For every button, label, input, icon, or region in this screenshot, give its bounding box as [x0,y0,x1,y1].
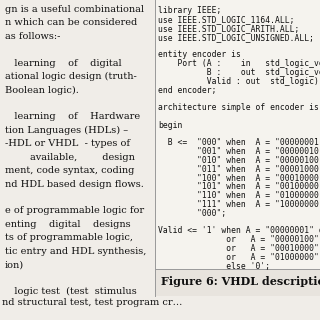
Text: Figure 6: VHDL description of: Figure 6: VHDL description of [161,276,320,287]
Text: "100" when  A = "00010000" e: "100" when A = "00010000" e [158,173,320,183]
Bar [155,0,320,269]
Text: ment, code syntax, coding: ment, code syntax, coding [5,166,134,175]
Text: B :    out  std_logic_vecto: B : out std_logic_vecto [158,68,320,77]
Text: ion): ion) [5,260,24,269]
Text: use IEEE.STD_LOGIC_1164.ALL;: use IEEE.STD_LOGIC_1164.ALL; [158,15,295,24]
Text: architecture simple of encoder is: architecture simple of encoder is [158,103,319,112]
Text: tic entry and HDL synthesis,: tic entry and HDL synthesis, [5,247,146,256]
Text: Valid : out  std_logic);: Valid : out std_logic); [158,77,320,86]
Text: logic test  (test  stimulus: logic test (test stimulus [5,287,137,296]
Text: enting    digital    designs: enting digital designs [5,220,131,229]
Text: else '0';: else '0'; [158,262,270,271]
Text: gn is a useful combinational: gn is a useful combinational [5,5,144,14]
Text: n which can be considered: n which can be considered [5,18,137,27]
Text: "111" when  A = "10000000" e: "111" when A = "10000000" e [158,200,320,209]
Text: use IEEE.STD_LOGIC_ARITH.ALL;: use IEEE.STD_LOGIC_ARITH.ALL; [158,24,300,33]
Text: "010" when  A = "00000100" e: "010" when A = "00000100" e [158,156,320,165]
Text: or   A = "01000000" or A: or A = "01000000" or A [158,253,320,262]
Text: tion Languages (HDLs) –: tion Languages (HDLs) – [5,126,128,135]
Text: "011" when  A = "00001000" e: "011" when A = "00001000" e [158,165,320,174]
Text: "000";: "000"; [158,209,226,218]
Text: e of programmable logic for: e of programmable logic for [5,206,144,215]
Text: -HDL or VHDL  - types of: -HDL or VHDL - types of [5,139,130,148]
Text: Boolean logic).: Boolean logic). [5,85,79,95]
Text: library IEEE;: library IEEE; [158,6,221,15]
Text: available,        design: available, design [5,153,135,162]
Text: "001" when  A = "00000010" e: "001" when A = "00000010" e [158,147,320,156]
Text: as follows:-: as follows:- [5,32,60,41]
Text: nd HDL based design flows.: nd HDL based design flows. [5,180,144,188]
Text: learning    of    Hardware: learning of Hardware [5,112,140,121]
Text: begin: begin [158,121,182,130]
Text: Port (A :    in   std_logic_vecto: Port (A : in std_logic_vecto [158,59,320,68]
Text: learning    of    digital: learning of digital [5,59,121,68]
Bar [155,269,320,296]
Text: use IEEE.STD_LOGIC_UNSIGNED.ALL;: use IEEE.STD_LOGIC_UNSIGNED.ALL; [158,33,314,42]
Text: entity encoder is: entity encoder is [158,50,241,60]
Text: "110" when  A = "01000000" e: "110" when A = "01000000" e [158,191,320,200]
Text: or   A = "00010000" or A: or A = "00010000" or A [158,244,320,253]
Text: or   A = "00000100" or A: or A = "00000100" or A [158,235,320,244]
Text: end encoder;: end encoder; [158,86,217,95]
Text: "101" when  A = "00100000" e: "101" when A = "00100000" e [158,182,320,191]
Text: ational logic design (truth-: ational logic design (truth- [5,72,137,81]
Text: ts of programmable logic,: ts of programmable logic, [5,233,133,242]
Text: nd structural test, test program cr…: nd structural test, test program cr… [2,298,182,307]
Text: Valid <= '1' when A = "00000001" or A: Valid <= '1' when A = "00000001" or A [158,227,320,236]
Text: B <=  "000" when  A = "00000001" e: B <= "000" when A = "00000001" e [158,138,320,148]
